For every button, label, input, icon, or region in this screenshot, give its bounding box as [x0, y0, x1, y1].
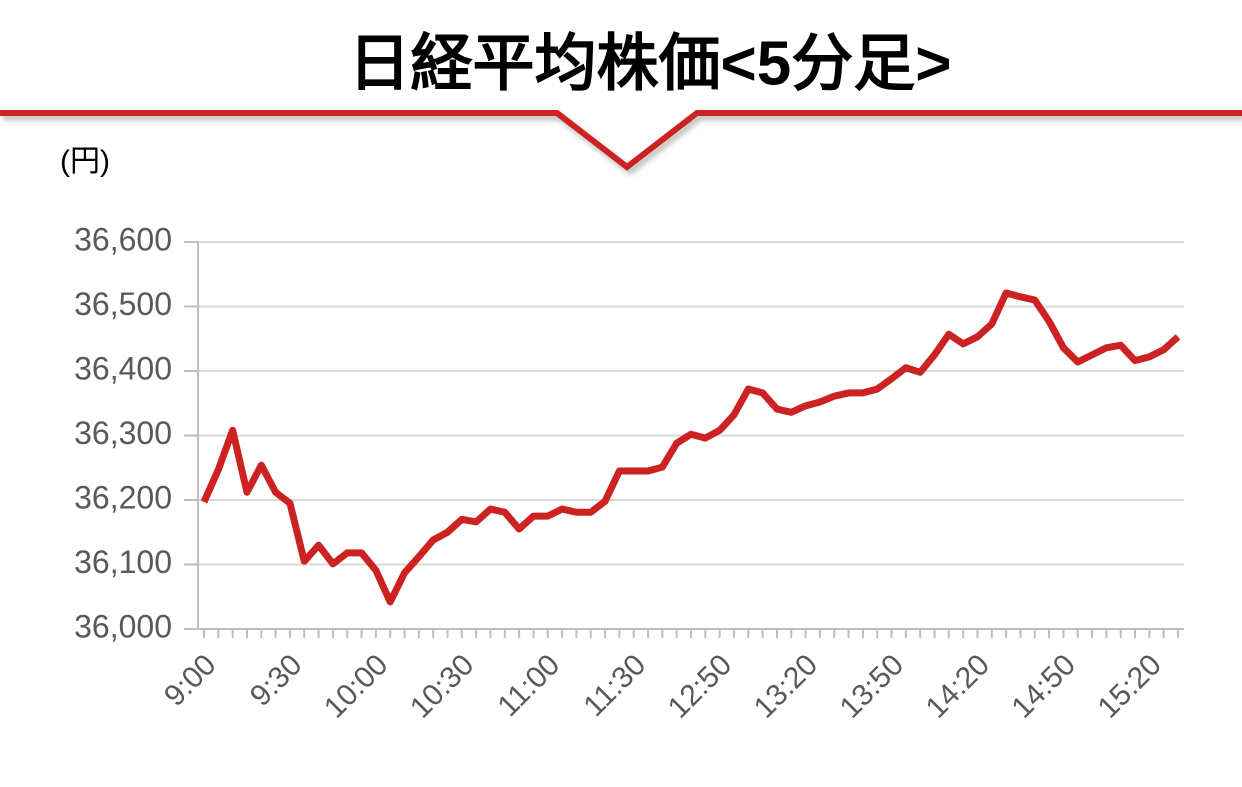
y-tick-label: 36,000 — [74, 608, 172, 644]
x-tick-label: 14:50 — [1006, 648, 1082, 724]
y-tick-label: 36,200 — [74, 479, 172, 515]
y-tick-label: 36,300 — [74, 415, 172, 451]
price-line — [200, 289, 1181, 606]
y-tick-label: 36,400 — [74, 350, 172, 386]
x-tick-label: 12:50 — [662, 648, 738, 724]
x-tick-label: 9:30 — [244, 648, 309, 713]
x-tick-label: 11:30 — [577, 648, 652, 723]
x-tick-label: 15:20 — [1091, 648, 1167, 724]
chart-title: 日経平均株価<5分足> — [349, 29, 952, 98]
x-tick-label: 13:50 — [834, 648, 910, 724]
x-tick-label: 11:00 — [491, 648, 566, 723]
y-tick-label: 36,500 — [74, 286, 172, 322]
header-rule — [0, 110, 1242, 171]
y-tick-label: 36,100 — [74, 544, 172, 580]
x-tick-label: 9:00 — [158, 648, 223, 713]
y-tick-label: 36,600 — [74, 221, 172, 257]
x-tick-label: 13:20 — [748, 648, 824, 724]
x-tick-label: 10:00 — [318, 648, 394, 724]
x-tick-label: 14:20 — [920, 648, 996, 724]
y-axis-label: (円) — [60, 145, 110, 178]
x-tick-label: 10:30 — [404, 648, 480, 724]
